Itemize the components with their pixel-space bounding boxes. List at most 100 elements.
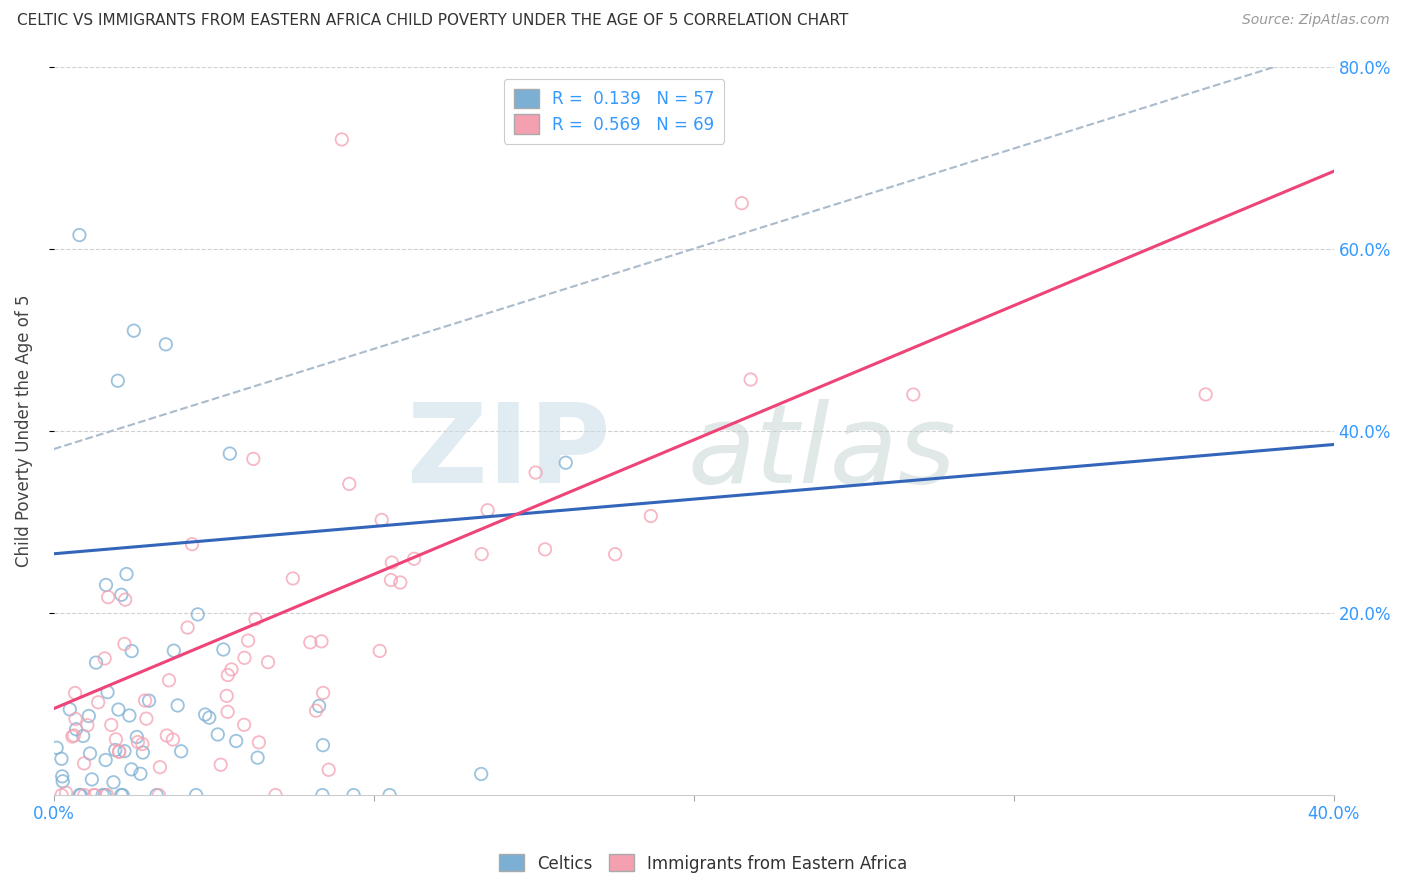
Point (87, 695, 110, 709)
Point (63, 686, 86, 700)
Point (740, 372, 762, 386)
Point (337, 476, 360, 491)
Point (149, 760, 172, 774)
Point (72, 729, 94, 743)
Point (63, 729, 86, 743)
Point (470, 767, 492, 781)
Point (110, 588, 132, 602)
Point (731, 196, 754, 211)
Point (217, 705, 239, 719)
Point (122, 324, 145, 338)
Point (330, 132, 353, 146)
Point (120, 763, 142, 777)
Point (257, 655, 280, 669)
Point (114, 592, 136, 607)
Point (45, 740, 67, 755)
Point (554, 456, 576, 470)
Point (127, 735, 149, 749)
Point (370, 513, 392, 527)
Point (181, 537, 204, 551)
Point (471, 547, 494, 561)
Legend: R =  0.139   N = 57, R =  0.569   N = 69: R = 0.139 N = 57, R = 0.569 N = 69 (503, 78, 724, 144)
Point (97, 590, 120, 604)
Point (104, 743, 127, 757)
Point (236, 633, 259, 648)
Point (148, 788, 170, 802)
Point (67, 228, 90, 243)
Point (215, 689, 238, 703)
Point (55, 786, 77, 800)
Point (129, 766, 152, 780)
Point (108, 745, 131, 759)
Point (65, 712, 87, 726)
Text: Source: ZipAtlas.com: Source: ZipAtlas.com (1241, 13, 1389, 28)
Point (312, 686, 335, 700)
Point (69, 788, 91, 802)
Point (381, 556, 404, 570)
Point (155, 337, 177, 351)
Point (264, 788, 287, 802)
Point (166, 698, 188, 713)
Text: atlas: atlas (688, 400, 956, 506)
Point (52, 774, 75, 789)
Point (100, 718, 122, 732)
Point (209, 757, 232, 772)
Point (132, 746, 155, 760)
Point (245, 612, 267, 626)
Point (207, 727, 229, 741)
Point (163, 643, 186, 657)
Point (107, 374, 129, 388)
Point (187, 607, 209, 622)
Point (115, 567, 138, 582)
Point (305, 704, 328, 718)
Point (96, 788, 118, 802)
Point (51, 788, 73, 802)
Point (121, 644, 143, 658)
Point (118, 708, 141, 723)
Point (242, 451, 264, 466)
Point (281, 572, 304, 586)
Point (342, 788, 364, 802)
Point (73, 788, 96, 802)
Text: ZIP: ZIP (408, 400, 610, 506)
Point (76, 718, 98, 732)
Point (162, 732, 184, 747)
Point (79, 747, 101, 761)
Point (477, 503, 499, 517)
Point (308, 698, 330, 713)
Point (60, 730, 83, 744)
Point (65, 723, 87, 737)
Point (311, 788, 333, 802)
Point (218, 447, 240, 461)
Point (903, 387, 925, 401)
Text: CELTIC VS IMMIGRANTS FROM EASTERN AFRICA CHILD POVERTY UNDER THE AGE OF 5 CORREL: CELTIC VS IMMIGRANTS FROM EASTERN AFRICA… (17, 13, 848, 29)
Point (221, 662, 243, 676)
Point (184, 788, 207, 802)
Point (134, 693, 156, 707)
Point (311, 634, 333, 648)
Point (103, 775, 125, 789)
Point (247, 735, 270, 749)
Point (198, 711, 221, 725)
Point (404, 551, 426, 566)
Point (156, 729, 179, 743)
Point (246, 750, 269, 764)
Point (368, 644, 391, 658)
Point (170, 744, 193, 758)
Point (93, 651, 115, 665)
Point (111, 788, 134, 802)
Point (299, 635, 322, 649)
Point (157, 673, 180, 688)
Point (135, 712, 157, 726)
Point (389, 575, 412, 590)
Point (94, 753, 117, 767)
Point (110, 788, 132, 802)
Point (94, 578, 117, 592)
Point (51, 752, 73, 766)
Point (125, 730, 148, 744)
Point (1195, 387, 1218, 401)
Point (114, 744, 136, 758)
Point (212, 642, 235, 657)
Point (51, 769, 73, 783)
Point (91, 788, 114, 802)
